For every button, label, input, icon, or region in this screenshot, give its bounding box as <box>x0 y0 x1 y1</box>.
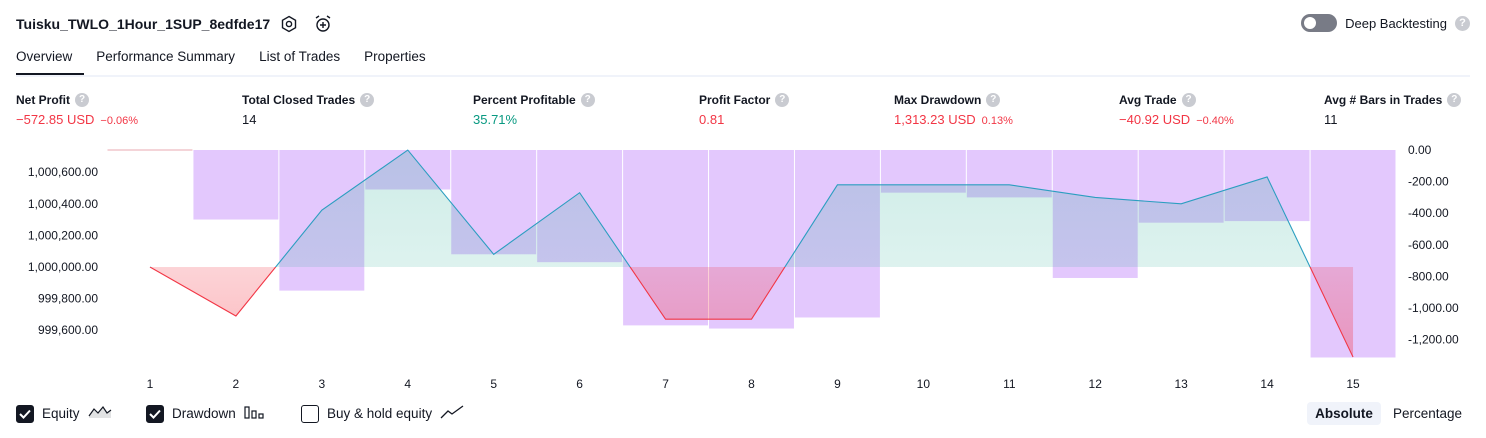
info-icon[interactable]: ? <box>775 93 790 107</box>
strategy-header: Tuisku_TWLO_1Hour_1SUP_8edfde17 Deep Bac… <box>0 0 1486 46</box>
right-axis-tick-label: 0.00 <box>1408 143 1432 157</box>
metric-subvalue: −0.06% <box>100 115 139 127</box>
checkbox-checked-icon[interactable] <box>146 404 164 423</box>
x-axis-tick-label: 2 <box>233 377 240 391</box>
x-axis-tick-label: 11 <box>1003 377 1016 391</box>
deep-backtesting-control: Deep Backtesting ? <box>1301 14 1470 32</box>
left-axis-tick-label: 1,000,000.00 <box>28 260 98 274</box>
tab-properties[interactable]: Properties <box>364 49 426 64</box>
x-axis-tick-label: 9 <box>834 377 841 391</box>
tab-performance-summary[interactable]: Performance Summary <box>96 49 236 64</box>
metric-value: −40.92 USD <box>1119 112 1191 127</box>
x-axis-tick-label: 13 <box>1174 377 1188 391</box>
metric-value: 1,313.23 USD <box>894 112 976 127</box>
equity-line-icon <box>88 404 112 423</box>
strategy-tabs: Overview Performance Summary List of Tra… <box>16 48 1470 77</box>
info-icon[interactable]: ? <box>1181 93 1196 107</box>
right-axis-tick-label: -400.00 <box>1408 206 1449 220</box>
equity-line-below <box>149 267 1354 358</box>
metrics-row: Net Profit? −572.85 USD −0.06% Total Clos… <box>16 93 1470 133</box>
drawdown-label: Drawdown <box>172 406 236 421</box>
metric-label: Profit Factor <box>699 93 771 107</box>
add-alert-icon[interactable] <box>312 13 334 35</box>
right-axis-tick-label: -200.00 <box>1408 175 1449 189</box>
left-axis-tick-label: 1,000,600.00 <box>28 165 98 179</box>
x-axis-tick-label: 6 <box>576 377 583 391</box>
left-axis-tick-label: 1,000,200.00 <box>28 228 98 242</box>
info-icon[interactable]: ? <box>75 93 89 107</box>
metric-value: −572.85 USD <box>16 112 95 127</box>
metric-max-drawdown: Max Drawdown? 1,313.23 USD 0.13% <box>894 93 1013 127</box>
left-axis-tick-label: 999,600.00 <box>38 323 98 337</box>
right-axis-tick-label: -600.00 <box>1408 238 1449 252</box>
metric-label: Total Closed Trades <box>242 93 356 107</box>
right-axis-tick-label: -1,000.00 <box>1408 301 1459 315</box>
metric-net-profit: Net Profit? −572.85 USD −0.06% <box>16 93 138 127</box>
tab-list-of-trades[interactable]: List of Trades <box>259 49 341 64</box>
metric-label: Percent Profitable <box>473 93 576 107</box>
percentage-button[interactable]: Percentage <box>1392 406 1462 421</box>
x-axis-tick-label: 4 <box>404 377 411 391</box>
x-axis-tick-label: 10 <box>917 377 931 391</box>
equity-area-below <box>149 267 1354 358</box>
x-axis-tick-label: 15 <box>1346 377 1360 391</box>
metric-label: Avg Trade <box>1119 93 1177 107</box>
left-axis-tick-label: 1,000,400.00 <box>28 197 98 211</box>
info-icon[interactable]: ? <box>580 93 595 107</box>
deep-backtesting-toggle[interactable] <box>1301 14 1338 32</box>
checkbox-checked-icon[interactable] <box>16 404 34 423</box>
buy-hold-equity-label: Buy & hold equity <box>327 406 433 421</box>
equity-fill <box>149 150 1354 358</box>
right-axis-tick-label: -1,200.00 <box>1408 333 1459 347</box>
equity-line <box>149 149 1354 358</box>
metric-value: 11 <box>1324 112 1338 127</box>
metric-value: 35.71% <box>473 112 518 127</box>
drawdown-bar <box>193 150 279 220</box>
x-axis-tick-label: 1 <box>147 377 154 391</box>
chart-axes: 999,600.00 999,800.00 1,000,000.00 1,000,20… <box>28 143 1459 391</box>
metric-label: Max Drawdown <box>894 93 982 107</box>
metric-profit-factor: Profit Factor? 0.81 <box>699 93 790 127</box>
x-axis-tick-label: 3 <box>318 377 325 391</box>
metric-value: 0.81 <box>699 112 725 127</box>
x-axis-tick-label: 12 <box>1089 377 1103 391</box>
info-icon[interactable]: ? <box>986 93 1001 107</box>
settings-icon[interactable] <box>278 13 300 35</box>
x-axis-tick-label: 5 <box>490 377 497 391</box>
equity-checkbox[interactable]: Equity <box>16 404 112 423</box>
metric-label: Net Profit <box>16 93 70 107</box>
drawdown-bars-icon <box>244 404 264 423</box>
metric-subvalue: −0.40% <box>1196 115 1234 127</box>
checkbox-unchecked-icon[interactable] <box>301 404 319 423</box>
left-axis-tick-label: 999,800.00 <box>38 292 98 306</box>
equity-line-above <box>149 149 1311 267</box>
equity-drawdown-chart[interactable]: 999,600.00 999,800.00 1,000,000.00 1,000,20… <box>0 140 1486 400</box>
tab-overview[interactable]: Overview <box>16 48 85 75</box>
metric-avg-trade: Avg Trade? −40.92 USD −0.40% <box>1119 93 1234 127</box>
metric-total-closed-trades: Total Closed Trades? 14 <box>242 93 375 127</box>
drawdown-checkbox[interactable]: Drawdown <box>146 404 264 423</box>
metric-subvalue: 0.13% <box>981 115 1013 127</box>
info-icon[interactable]: ? <box>1447 93 1462 107</box>
x-axis-tick-label: 14 <box>1260 377 1274 391</box>
scale-toggle: Absolute Percentage <box>1307 402 1470 425</box>
absolute-button[interactable]: Absolute <box>1307 402 1381 425</box>
metric-label: Avg # Bars in Trades <box>1324 93 1443 107</box>
x-axis-tick-label: 8 <box>748 377 755 391</box>
metric-value: 14 <box>242 112 257 127</box>
buy-hold-equity-checkbox[interactable]: Buy & hold equity <box>301 404 464 423</box>
x-axis-tick-label: 7 <box>662 377 669 391</box>
chart-controls: Equity Drawdown Buy & hold equity Absolu… <box>16 402 1470 428</box>
deep-backtesting-label: Deep Backtesting <box>1345 15 1447 31</box>
equity-area-above <box>149 150 1354 267</box>
equity-label: Equity <box>42 406 80 421</box>
help-icon[interactable]: ? <box>1455 15 1470 31</box>
right-axis-tick-label: -800.00 <box>1408 269 1449 283</box>
strategy-title: Tuisku_TWLO_1Hour_1SUP_8edfde17 <box>16 16 271 32</box>
buy-hold-line-icon <box>440 404 464 423</box>
info-icon[interactable]: ? <box>360 93 375 107</box>
metric-percent-profitable: Percent Profitable? 35.71% <box>473 93 595 127</box>
metric-avg-bars-in-trades: Avg # Bars in Trades? 11 <box>1324 93 1462 127</box>
